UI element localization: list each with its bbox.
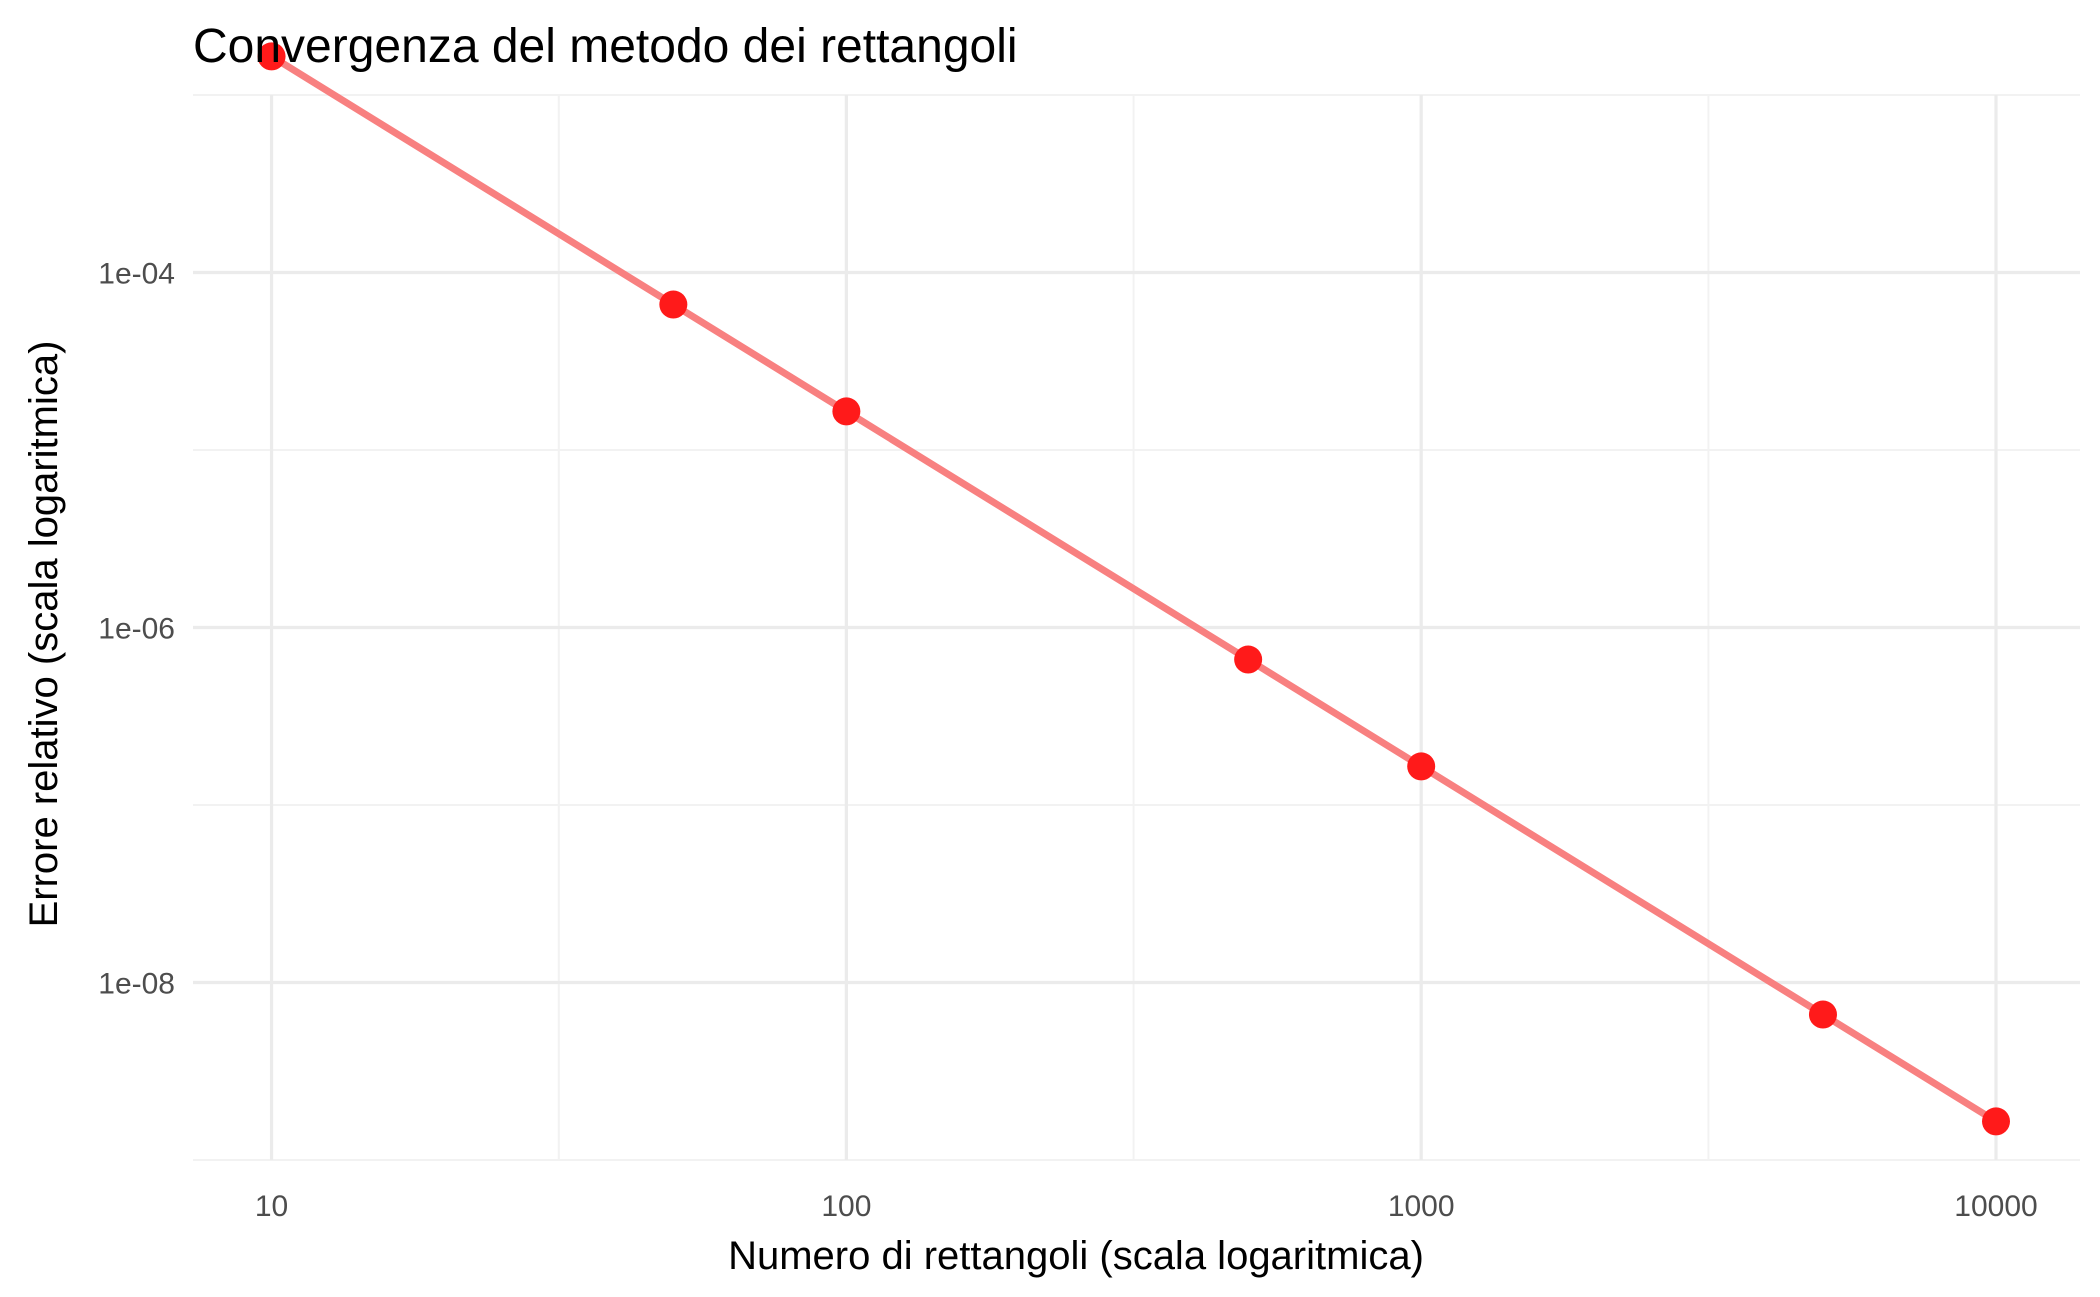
chart-title: Convergenza del metodo dei rettangoli	[193, 20, 1018, 73]
data-point	[1234, 645, 1263, 674]
data-point	[1407, 752, 1436, 781]
data-point	[659, 290, 688, 319]
series-points-group	[257, 42, 2011, 1136]
data-point	[1982, 1107, 2011, 1136]
data-point	[257, 42, 286, 71]
y-tick-label: 1e-04	[98, 258, 175, 291]
data-point	[1808, 1000, 1837, 1029]
y-axis-title: Errore relativo (scala logaritmica)	[22, 341, 66, 928]
x-tick-label: 1000	[1388, 1190, 1455, 1223]
x-tick-label: 10	[255, 1190, 288, 1223]
x-tick-label: 10000	[1954, 1190, 2037, 1223]
x-tick-label: 100	[821, 1190, 871, 1223]
x-tick-labels: 10 100 1000 10000	[255, 1190, 2038, 1223]
y-tick-label: 1e-08	[98, 968, 175, 1001]
data-point	[832, 397, 861, 426]
y-tick-labels: 1e-04 1e-06 1e-08	[98, 258, 175, 1001]
y-tick-label: 1e-06	[98, 613, 175, 646]
x-axis-title: Numero di rettangoli (scala logaritmica)	[728, 1234, 1424, 1278]
